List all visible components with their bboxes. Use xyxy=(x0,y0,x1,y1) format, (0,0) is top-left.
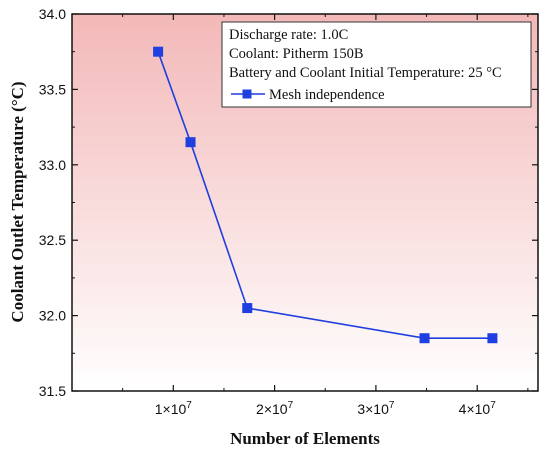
x-axis-title: Number of Elements xyxy=(230,429,380,448)
data-point-marker xyxy=(419,333,430,344)
y-tick-label: 31.5 xyxy=(39,383,66,399)
x-tick-label: 3×107 xyxy=(357,400,395,417)
x-tick-label: 4×107 xyxy=(459,400,497,417)
legend-label-mesh-independence: Mesh independence xyxy=(269,87,385,103)
y-axis-ticks: 31.5 32.0 32.5 33.0 33.5 34.0 xyxy=(39,6,538,399)
x-axis-ticks: 1×107 2×107 3×107 4×107 xyxy=(122,14,529,417)
data-point-marker xyxy=(185,137,196,148)
legend-frame xyxy=(221,21,532,108)
y-axis-title: Coolant Outlet Temperature (°C) xyxy=(8,81,27,322)
data-point-marker xyxy=(153,46,164,57)
data-point-marker xyxy=(242,303,253,314)
y-tick-label: 34.0 xyxy=(39,6,66,22)
annotation-discharge-rate: Discharge rate: 1.0C xyxy=(229,27,348,43)
series-layer xyxy=(153,46,498,344)
x-tick-label: 2×107 xyxy=(256,400,294,417)
annotation-coolant: Coolant: Pitherm 150B xyxy=(229,46,364,62)
legend-box: Discharge rate: 1.0C Coolant: Pitherm 15… xyxy=(221,21,532,108)
x-tick-label: 1×107 xyxy=(155,400,193,417)
data-point-marker xyxy=(487,333,498,344)
plot-frame xyxy=(71,13,539,392)
annotation-initial-temperature: Battery and Coolant Initial Temperature:… xyxy=(229,65,502,81)
y-tick-label: 32.5 xyxy=(39,232,66,248)
y-tick-label: 33.5 xyxy=(39,81,66,97)
y-tick-label: 33.0 xyxy=(39,157,66,173)
y-tick-label: 32.0 xyxy=(39,308,66,324)
legend-marker-square xyxy=(242,89,252,99)
